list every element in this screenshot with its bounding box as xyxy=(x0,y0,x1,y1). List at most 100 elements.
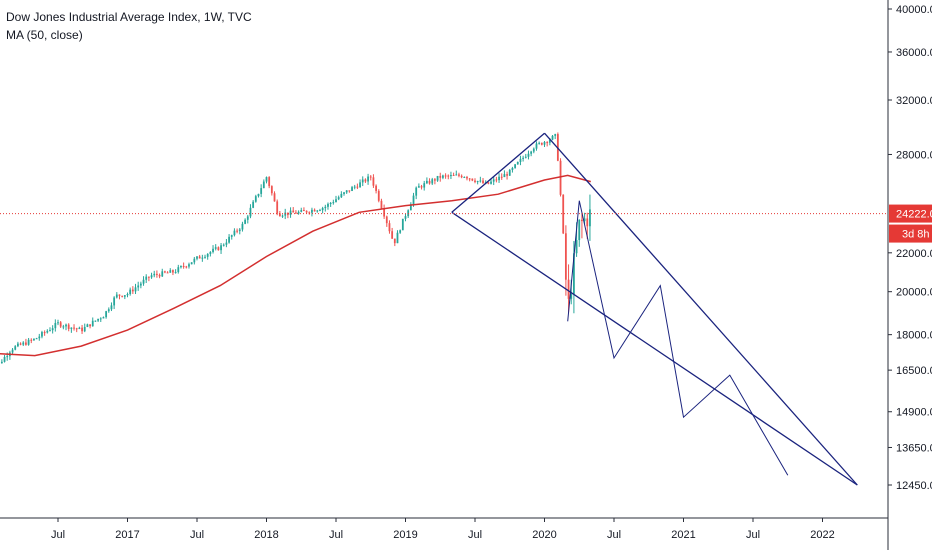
candle xyxy=(241,221,244,232)
candle xyxy=(289,207,292,218)
candle xyxy=(385,215,388,227)
candle xyxy=(538,141,541,145)
candle xyxy=(214,244,217,251)
candle xyxy=(8,350,11,360)
x-tick-label: Jul xyxy=(329,529,343,541)
candle xyxy=(164,270,166,274)
ma-line xyxy=(0,174,591,357)
candle xyxy=(198,254,201,259)
candle xyxy=(131,286,134,294)
candle xyxy=(153,270,156,278)
candle xyxy=(530,150,533,157)
candle xyxy=(589,194,591,241)
candle xyxy=(177,264,180,274)
candle xyxy=(332,199,335,205)
candle xyxy=(107,307,110,313)
candle xyxy=(447,174,450,180)
candle xyxy=(238,227,241,235)
y-tick-label: 32000.0 xyxy=(896,95,932,107)
candle xyxy=(137,281,140,291)
candle xyxy=(455,170,458,176)
candle xyxy=(335,195,337,203)
candle xyxy=(139,281,142,289)
candle xyxy=(404,213,407,222)
candle xyxy=(59,321,62,328)
candle xyxy=(401,218,404,231)
zigzag-drawing[interactable] xyxy=(567,200,789,476)
candle xyxy=(581,213,583,239)
candle xyxy=(367,173,369,185)
candle xyxy=(471,178,474,182)
y-tick-label: 40000.0 xyxy=(896,4,932,16)
candle xyxy=(257,193,260,198)
candle xyxy=(14,345,17,351)
candle xyxy=(482,178,484,184)
candle xyxy=(38,333,41,341)
candle xyxy=(217,246,220,251)
candle xyxy=(51,325,54,334)
candle xyxy=(524,153,527,159)
x-tick-label: Jul xyxy=(190,529,204,541)
candle xyxy=(450,171,452,180)
candle xyxy=(546,141,549,147)
y-tick-label: 12450.0 xyxy=(896,480,932,492)
candle xyxy=(196,256,198,261)
candle xyxy=(19,342,22,346)
candle xyxy=(249,204,252,219)
candle xyxy=(522,155,525,162)
chart-title: Dow Jones Industrial Average Index, 1W, … xyxy=(6,10,252,24)
candle xyxy=(479,176,482,183)
candle xyxy=(297,210,300,215)
candle xyxy=(67,323,70,332)
candle xyxy=(415,186,418,200)
x-tick-label: Jul xyxy=(468,529,482,541)
candle xyxy=(236,228,238,234)
candle xyxy=(49,327,51,332)
countdown-tag xyxy=(889,224,932,243)
candle xyxy=(118,294,121,300)
candle xyxy=(158,273,161,279)
candle xyxy=(41,330,43,339)
candle xyxy=(329,202,332,207)
candle xyxy=(78,326,81,330)
candle xyxy=(535,141,538,151)
candle xyxy=(463,176,466,178)
drawings-layer xyxy=(451,132,858,486)
candle xyxy=(500,173,503,180)
candle xyxy=(466,175,468,181)
candle xyxy=(91,317,94,327)
candle xyxy=(222,243,225,247)
y-tick-label: 16500.0 xyxy=(896,365,932,377)
candle xyxy=(201,254,204,262)
candle xyxy=(25,338,27,346)
candle xyxy=(554,133,557,140)
trendline-drawing[interactable] xyxy=(544,132,858,486)
candle xyxy=(113,296,116,310)
y-tick-label: 28000.0 xyxy=(896,149,932,161)
trendline-drawing[interactable] xyxy=(451,211,858,486)
x-tick-label: 2018 xyxy=(254,529,278,541)
y-tick-label: 20000.0 xyxy=(896,287,932,299)
candle xyxy=(180,265,182,269)
candle xyxy=(516,161,519,165)
segment-drawing[interactable] xyxy=(451,132,545,213)
candle xyxy=(436,175,439,182)
x-tick-label: 2019 xyxy=(393,529,417,541)
y-tick-label: 22000.0 xyxy=(896,248,932,260)
candle xyxy=(423,180,426,191)
candle xyxy=(161,268,164,277)
x-tick-label: Jul xyxy=(607,529,621,541)
candle xyxy=(313,208,316,212)
candle xyxy=(540,142,543,146)
candle xyxy=(286,212,289,219)
candle xyxy=(564,225,567,296)
candle xyxy=(33,338,35,341)
candle xyxy=(425,177,428,185)
candle xyxy=(345,190,348,194)
candle xyxy=(230,234,233,240)
candle xyxy=(303,207,305,212)
candle xyxy=(495,176,498,183)
candle xyxy=(409,202,412,211)
